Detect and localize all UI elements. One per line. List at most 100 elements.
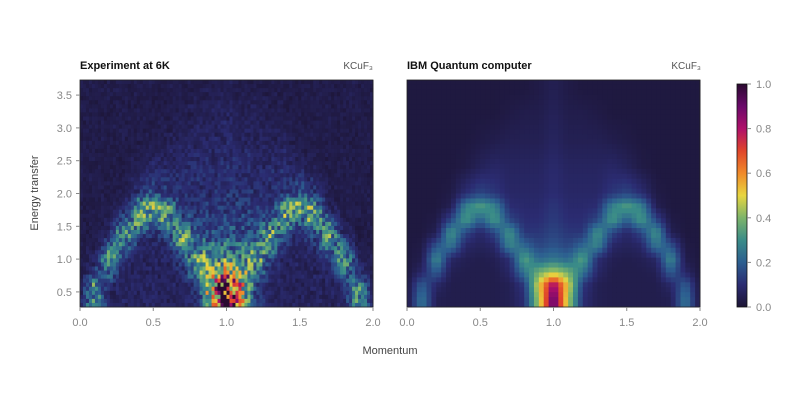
- heatmap-cell: [223, 173, 227, 178]
- heatmap-cell: [256, 173, 260, 178]
- heatmap-cell: [241, 152, 245, 158]
- heatmap-cell: [142, 258, 147, 263]
- heatmap-cell: [109, 189, 114, 194]
- heatmap-cell: [298, 246, 302, 251]
- heatmap-cell: [175, 209, 180, 215]
- heatmap-cell: [229, 250, 233, 255]
- heatmap-cell: [229, 120, 233, 125]
- heatmap-cell: [253, 177, 257, 182]
- heatmap-cell: [313, 197, 317, 202]
- heatmap-cell: [112, 258, 117, 263]
- heatmap-cell: [112, 229, 117, 235]
- heatmap-cell: [139, 124, 144, 130]
- heatmap-cell: [139, 92, 144, 97]
- heatmap-cell: [202, 177, 206, 182]
- heatmap-cell: [82, 197, 87, 202]
- heatmap-cell: [145, 242, 150, 247]
- heatmap-cell: [289, 104, 293, 109]
- heatmap-cell: [211, 84, 215, 89]
- heatmap-cell: [136, 254, 141, 259]
- heatmap-cell: [223, 185, 227, 190]
- heatmap-cell: [80, 181, 84, 186]
- heatmap-cell: [208, 181, 212, 186]
- heatmap-cell: [262, 246, 266, 251]
- heatmap-cell: [82, 270, 87, 275]
- heatmap-cell: [316, 108, 320, 113]
- heatmap-cell: [190, 258, 195, 263]
- heatmap-cell: [313, 181, 317, 186]
- heatmap-cell: [190, 294, 195, 300]
- heatmap-cell: [319, 221, 323, 227]
- heatmap-cell: [148, 157, 153, 162]
- heatmap-cell: [229, 108, 233, 113]
- heatmap-cell: [298, 238, 302, 243]
- heatmap-cell: [301, 302, 305, 308]
- heatmap-cell: [319, 302, 323, 308]
- heatmap-cell: [142, 124, 147, 130]
- heatmap-cell: [169, 234, 174, 239]
- heatmap-cell: [247, 185, 251, 190]
- heatmap-cell: [208, 221, 212, 227]
- heatmap-cell: [316, 225, 320, 231]
- heatmap-cell: [229, 88, 233, 93]
- heatmap-cell: [211, 282, 215, 288]
- heatmap-cell: [286, 286, 290, 292]
- heatmap-cell: [193, 270, 197, 275]
- heatmap-cell: [142, 140, 147, 146]
- heatmap-cell: [214, 84, 218, 89]
- heatmap-cell: [181, 201, 186, 207]
- heatmap-cell: [196, 282, 200, 288]
- heatmap-cell: [250, 286, 254, 292]
- heatmap-cell: [289, 128, 293, 134]
- heatmap-cell: [301, 92, 305, 97]
- heatmap-cell: [283, 84, 287, 89]
- heatmap-cell: [232, 217, 236, 223]
- heatmap-cell: [196, 238, 200, 243]
- heatmap-cell: [235, 262, 239, 267]
- heatmap-cell: [331, 165, 335, 170]
- heatmap-cell: [319, 205, 323, 211]
- heatmap-cell: [184, 140, 189, 146]
- heatmap-cell: [343, 177, 347, 182]
- heatmap-cell: [166, 262, 171, 267]
- heatmap-cell: [256, 205, 260, 211]
- heatmap-cell: [202, 92, 206, 97]
- heatmap-cell: [106, 266, 111, 271]
- heatmap-cell: [172, 136, 177, 142]
- heatmap-cell: [103, 165, 108, 170]
- heatmap-cell: [121, 197, 126, 202]
- heatmap-cell: [286, 258, 290, 263]
- heatmap-cell: [205, 254, 209, 259]
- heatmap-cell: [253, 254, 257, 259]
- heatmap-cell: [172, 185, 177, 190]
- heatmap-cell: [169, 120, 174, 125]
- heatmap-cell: [139, 136, 144, 142]
- heatmap-cell: [283, 229, 287, 235]
- heatmap-cell: [229, 201, 233, 207]
- heatmap-cell: [136, 80, 141, 85]
- heatmap-cell: [289, 189, 293, 194]
- heatmap-cell: [178, 104, 183, 109]
- heatmap-cell: [307, 250, 311, 255]
- heatmap-cell: [229, 80, 233, 85]
- heatmap-cell: [328, 290, 332, 296]
- heatmap-cell: [136, 152, 141, 158]
- heatmap-cell: [124, 302, 129, 308]
- heatmap-cell: [181, 221, 186, 227]
- heatmap-cell: [106, 84, 111, 89]
- heatmap-cell: [97, 104, 102, 109]
- heatmap-cell: [277, 84, 281, 89]
- heatmap-cell: [232, 250, 236, 255]
- heatmap-cell: [142, 266, 147, 271]
- heatmap-cell: [334, 274, 338, 280]
- heatmap-cell: [259, 173, 263, 178]
- heatmap-cell: [82, 165, 87, 170]
- heatmap-cell: [316, 298, 320, 304]
- heatmap-cell: [268, 169, 272, 174]
- heatmap-cell: [271, 246, 275, 251]
- heatmap-cell: [157, 100, 162, 105]
- heatmap-cell: [211, 250, 215, 255]
- heatmap-cell: [271, 84, 275, 89]
- heatmap-cell: [256, 217, 260, 223]
- heatmap-cell: [256, 294, 260, 300]
